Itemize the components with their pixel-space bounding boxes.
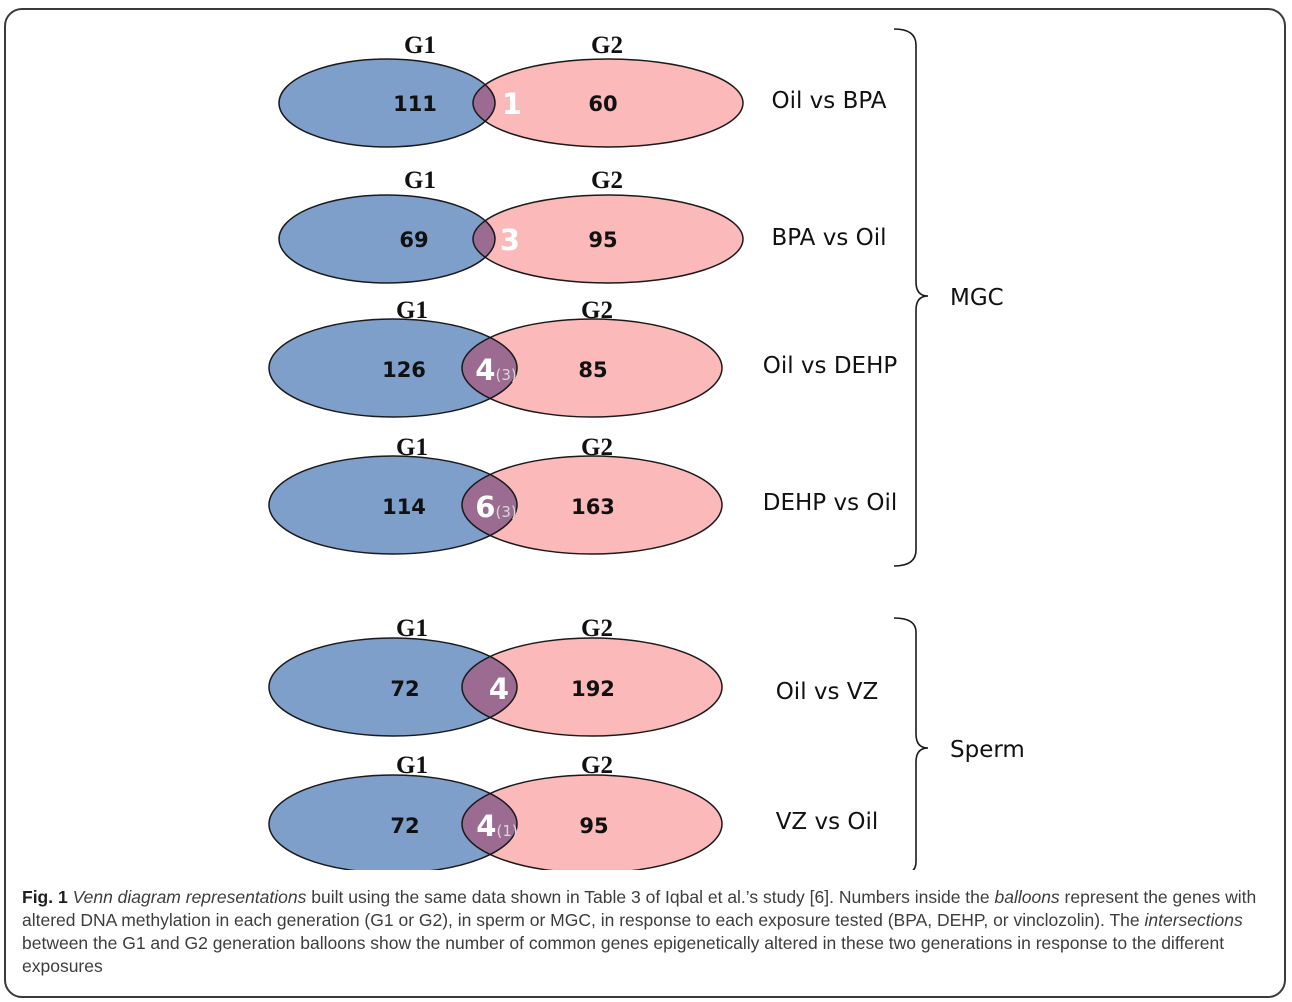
comparison-label: Oil vs DEHP xyxy=(763,353,898,379)
g2-value: 95 xyxy=(579,814,608,838)
g1-value: 72 xyxy=(390,677,419,701)
g1-value: 114 xyxy=(382,495,426,519)
figure-label: Fig. 1 xyxy=(22,887,68,907)
mgc-label: MGC xyxy=(950,285,1004,311)
mgc-bracket: MGC xyxy=(894,29,1004,566)
comparison-label: BPA vs Oil xyxy=(771,225,886,251)
sperm-label: Sperm xyxy=(950,737,1025,763)
g1-value: 72 xyxy=(390,814,419,838)
venn-diagram-oil-vs-dehp: G1 G2 126 4(3) 85 Oil vs DEHP xyxy=(269,297,897,417)
overlap-value: 4 xyxy=(489,672,509,706)
g2-value: 95 xyxy=(588,228,617,252)
overlap-value: 3 xyxy=(500,223,520,257)
venn-diagram-dehp-vs-oil: G1 G2 114 6(3) 163 DEHP vs Oil xyxy=(269,434,897,554)
overlap-shared-count: (1) xyxy=(496,822,517,840)
venn-diagram-oil-vs-vz: G1 G2 72 4 192 Oil vs VZ xyxy=(269,615,878,736)
g2-label: G2 xyxy=(591,167,623,194)
overlap-value: 1 xyxy=(502,87,522,121)
venn-diagram-vz-vs-oil: G1 G2 72 4(1) 95 VZ vs Oil xyxy=(269,752,878,870)
caption-italic-balloons: balloons xyxy=(994,887,1059,907)
g1-label: G1 xyxy=(404,32,436,59)
comparison-label: Oil vs BPA xyxy=(771,88,886,114)
venn-diagram-bpa-vs-oil: G1 G2 69 3 95 BPA vs Oil xyxy=(279,167,887,283)
venn-figure: G1 G2 111 1 60 Oil vs BPA G1 G2 69 3 95 … xyxy=(0,0,1292,870)
venn-diagram-oil-vs-bpa: G1 G2 111 1 60 Oil vs BPA xyxy=(279,32,887,147)
g2-value: 192 xyxy=(571,677,615,701)
g1-value: 126 xyxy=(382,358,426,382)
caption-text-3: between the G1 and G2 generation balloon… xyxy=(22,933,1224,976)
overlap-shared-count: (3) xyxy=(495,503,516,521)
g1-value: 69 xyxy=(399,228,428,252)
comparison-label: Oil vs VZ xyxy=(776,679,879,705)
sperm-bracket: Sperm xyxy=(894,618,1025,870)
caption-text-1: built using the same data shown in Table… xyxy=(306,887,994,907)
overlap-shared-count: (3) xyxy=(495,366,516,384)
comparison-label: DEHP vs Oil xyxy=(763,490,898,516)
g1-label: G1 xyxy=(404,167,436,194)
comparison-label: VZ vs Oil xyxy=(776,809,879,835)
g2-value: 60 xyxy=(588,92,617,116)
g1-value: 111 xyxy=(393,92,437,116)
g2-value: 163 xyxy=(571,495,615,519)
figure-caption: Fig. 1 Venn diagram representations buil… xyxy=(22,886,1272,978)
g2-label: G2 xyxy=(591,32,623,59)
caption-italic-intersections: intersections xyxy=(1144,910,1242,930)
caption-italic-intro: Venn diagram representations xyxy=(73,887,307,907)
g2-value: 85 xyxy=(578,358,607,382)
